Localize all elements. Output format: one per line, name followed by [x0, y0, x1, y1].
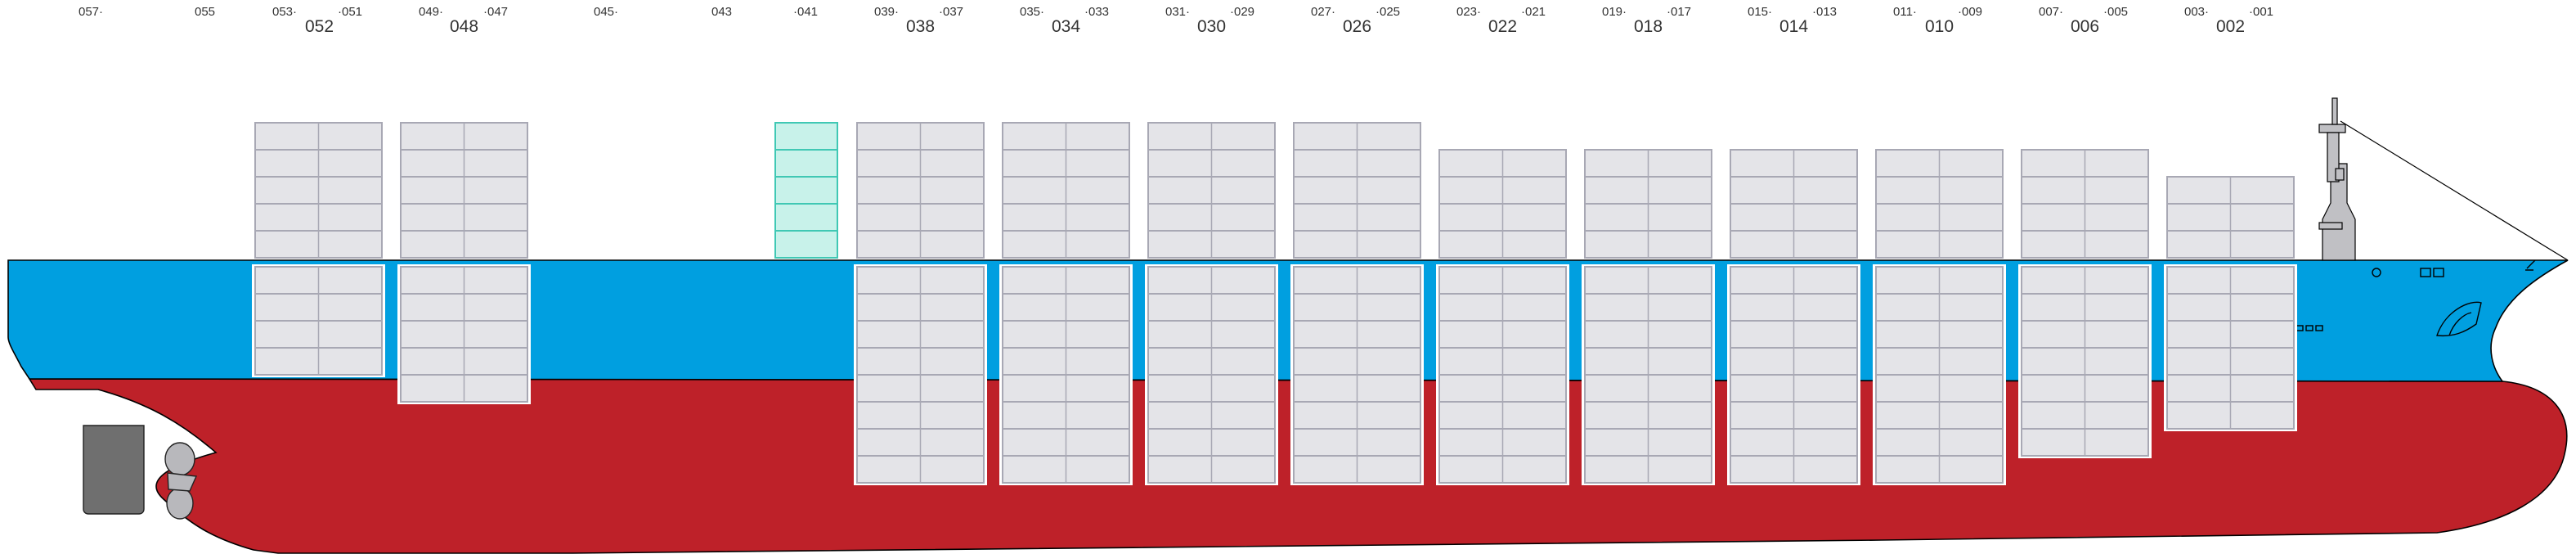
hold-stack-bay-010[interactable]: [1873, 264, 2006, 485]
anchor-icon: [2436, 301, 2482, 337]
deck-stack-bay-041[interactable]: [774, 122, 838, 259]
bay-label-bay-026: 026: [1343, 17, 1371, 36]
bay-label-small-021: ·021: [1521, 5, 1546, 19]
deck-stack-bay-002[interactable]: [2166, 176, 2295, 259]
bay-label-small-029: ·029: [1230, 5, 1254, 19]
deck-stack-bay-038[interactable]: [856, 122, 985, 259]
bay-label-small-031: 031·: [1165, 5, 1190, 19]
bay-label-small-033: ·033: [1084, 5, 1109, 19]
bay-label-small-049: 049·: [419, 5, 443, 19]
deck-stack-bay-014[interactable]: [1730, 149, 1858, 259]
bay-label-small-009: ·009: [1958, 5, 1982, 19]
bay-label-small-001: ·001: [2249, 5, 2273, 19]
deck-stack-bay-052[interactable]: [254, 122, 383, 259]
deck-stack-bay-010[interactable]: [1875, 149, 2004, 259]
container-stacks: [252, 122, 2297, 485]
deck-stack-bay-030[interactable]: [1147, 122, 1276, 259]
bay-number-labels: 057· 055 053· ·051 049· ·047 045· 043 ·041 039· ·0…: [79, 5, 2273, 36]
hold-stack-bay-052[interactable]: [252, 264, 385, 377]
deck-stack-bay-018[interactable]: [1584, 149, 1712, 259]
hold-stack-bay-038[interactable]: [854, 264, 987, 485]
hold-stack-bay-022[interactable]: [1436, 264, 1569, 485]
deck-stack-bay-026[interactable]: [1293, 122, 1421, 259]
hold-stack-bay-026[interactable]: [1290, 264, 1424, 485]
bay-label-small-019: 019·: [1602, 5, 1627, 19]
deck-stack-bay-022[interactable]: [1438, 149, 1567, 259]
hold-stack-bay-006[interactable]: [2018, 264, 2152, 458]
bay-label-bay-034: 034: [1052, 17, 1080, 36]
bay-label-small-053: 053·: [272, 5, 297, 19]
deck-stack-bay-048[interactable]: [400, 122, 528, 259]
bay-label-small-011: 011·: [1893, 5, 1917, 19]
bay-label-bay-052: 052: [305, 17, 334, 36]
deck-stack-bay-006[interactable]: [2021, 149, 2149, 259]
hold-stack-bay-018[interactable]: [1582, 264, 1715, 485]
bay-label-small-005: ·005: [2103, 5, 2128, 19]
hold-stack-bay-034[interactable]: [999, 264, 1133, 485]
bay-label-bay-006: 006: [2071, 17, 2099, 36]
bay-label-small-037: ·037: [939, 5, 963, 19]
bay-label-bay-018: 018: [1634, 17, 1663, 36]
propeller: [164, 442, 198, 520]
bay-label-small-013: ·013: [1812, 5, 1837, 19]
bay-label-small-035: 035·: [1020, 5, 1044, 19]
bay-label-small-017: ·017: [1667, 5, 1691, 19]
hold-stack-bay-048[interactable]: [397, 264, 531, 404]
bay-label-bay-002: 002: [2216, 17, 2245, 36]
bay-label-small-055: 055: [195, 5, 215, 19]
bay-label-small-027: 027·: [1311, 5, 1335, 19]
bay-label-bay-010: 010: [1925, 17, 1954, 36]
bay-label-small-043: 043: [711, 5, 732, 19]
bay-label-small-047: ·047: [483, 5, 508, 19]
hold-stack-bay-030[interactable]: [1145, 264, 1278, 485]
bay-label-small-057: 057·: [79, 5, 103, 19]
porthole-icon: [2372, 268, 2381, 277]
bay-label-small-015: 015·: [1748, 5, 1772, 19]
bay-label-bay-022: 022: [1488, 17, 1517, 36]
bay-label-bay-038: 038: [906, 17, 935, 36]
bay-label-small-039: 039·: [874, 5, 899, 19]
bay-label-small-003: 003·: [2184, 5, 2209, 19]
rudder: [83, 425, 145, 515]
bridge-superstructure: [2318, 97, 2356, 261]
bay-label-small-007: 007·: [2039, 5, 2063, 19]
fore-stay-line: [2340, 120, 2569, 261]
bay-label-bay-014: 014: [1779, 17, 1808, 36]
bay-label-small-025: ·025: [1376, 5, 1400, 19]
bay-label-small-045: 045·: [594, 5, 618, 19]
bay-label-small-041: ·041: [793, 5, 818, 19]
bay-label-small-023: 023·: [1456, 5, 1481, 19]
bay-label-small-051: ·051: [338, 5, 362, 19]
bay-label-bay-048: 048: [450, 17, 478, 36]
hold-stack-bay-014[interactable]: [1727, 264, 1860, 485]
bay-label-bay-030: 030: [1197, 17, 1226, 36]
hold-stack-bay-002[interactable]: [2164, 264, 2297, 431]
deck-stack-bay-034[interactable]: [1002, 122, 1130, 259]
